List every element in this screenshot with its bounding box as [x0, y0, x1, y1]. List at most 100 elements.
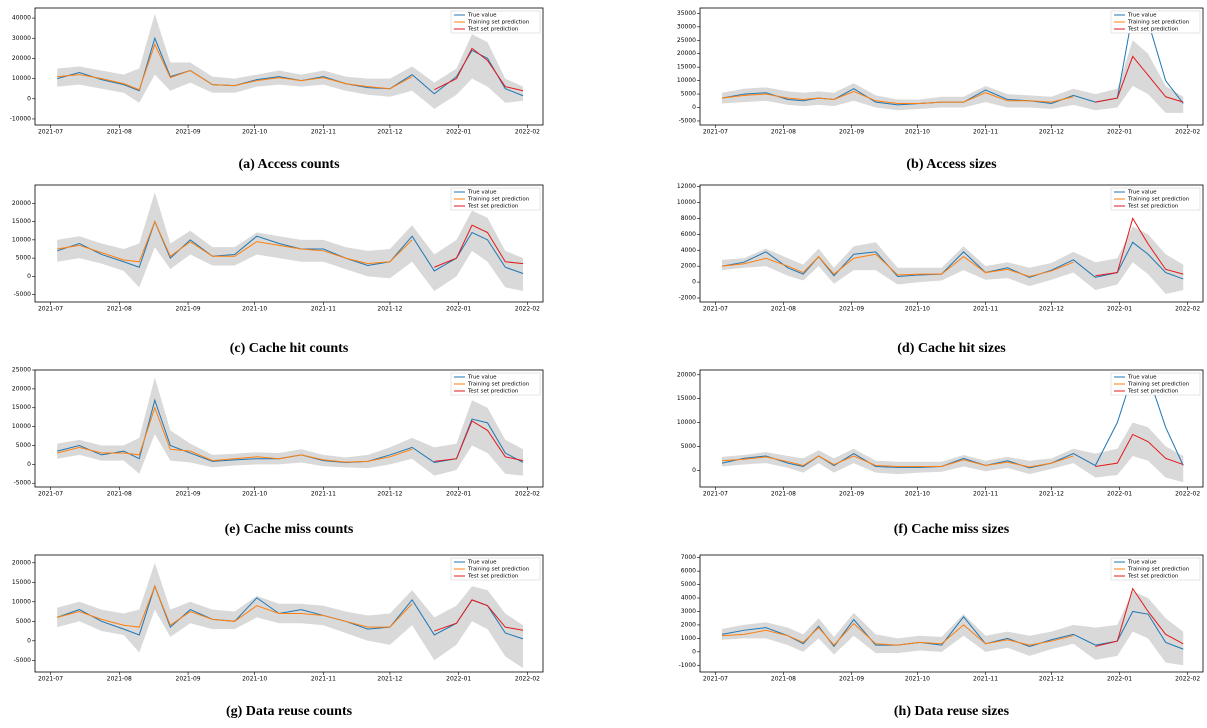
x-tick-label: 2021-07: [703, 676, 728, 683]
x-tick-label: 2022-02: [515, 491, 540, 498]
confidence-band: [57, 192, 524, 292]
legend-label: Test set prediction: [467, 27, 519, 33]
y-tick-label: 0: [692, 279, 696, 286]
x-tick-label: 2022-02: [515, 306, 540, 313]
series-line: [721, 610, 1184, 650]
x-tick-label: 2021-09: [839, 676, 864, 683]
legend-label: Training set prediction: [1127, 20, 1190, 26]
y-tick-label: 10000: [677, 199, 696, 206]
y-tick-label: 10000: [12, 75, 31, 82]
y-tick-label: 5000: [681, 443, 696, 450]
legend-box: [1110, 557, 1201, 581]
series-line: [721, 90, 1074, 104]
y-tick-label: 0: [27, 95, 31, 102]
legend-box: [450, 187, 541, 211]
x-tick-label: 2022-01: [1107, 491, 1132, 498]
legend-label: True value: [1127, 560, 1157, 566]
x-tick-label: 2021-08: [107, 676, 132, 683]
x-tick-label: 2021-09: [176, 676, 201, 683]
x-tick-label: 2021-11: [311, 306, 336, 313]
x-tick-label: 2021-08: [107, 491, 132, 498]
legend-label: Training set prediction: [467, 567, 530, 573]
caption: (a) Access counts: [238, 157, 340, 172]
x-tick-label: 2022-01: [446, 306, 471, 313]
x-tick-label: 2021-12: [377, 491, 402, 498]
legend-label: Test set prediction: [1127, 27, 1179, 33]
confidence-band: [721, 40, 1184, 113]
y-tick-label: 15000: [12, 218, 31, 225]
x-tick-label: 2021-11: [973, 491, 998, 498]
legend-label: True value: [1127, 13, 1157, 19]
legend-label: Test set prediction: [467, 389, 519, 395]
legend-label: Test set prediction: [1127, 574, 1179, 580]
legend-box: [1110, 372, 1201, 396]
confidence-band: [57, 14, 524, 109]
y-tick-label: 5000: [16, 442, 31, 449]
y-tick-label: 15000: [677, 395, 696, 402]
series-line: [721, 374, 1184, 469]
legend-box: [1110, 10, 1201, 34]
y-tick-label: 40000: [12, 15, 31, 22]
plot-frame: [699, 7, 1204, 126]
series-line: [721, 241, 1184, 280]
series-line: [721, 455, 1074, 468]
series-line: [1095, 433, 1184, 467]
y-tick-label: 2000: [681, 263, 696, 270]
y-tick-label: 0: [27, 273, 31, 280]
legend-label: True value: [467, 13, 497, 19]
y-tick-label: 15000: [677, 64, 696, 71]
x-tick-label: 2021-09: [176, 129, 201, 136]
x-tick-label: 2022-01: [446, 129, 471, 136]
x-tick-label: 2021-07: [38, 306, 63, 313]
series-line: [721, 253, 1074, 278]
x-tick-label: 2021-10: [905, 306, 930, 313]
y-tick-label: 20000: [677, 371, 696, 378]
y-tick-label: 15000: [12, 404, 31, 411]
x-tick-label: 2021-10: [905, 491, 930, 498]
x-tick-label: 2021-09: [839, 129, 864, 136]
caption: (b) Access sizes: [906, 157, 997, 172]
y-tick-label: 25000: [677, 37, 696, 44]
y-tick-label: 10000: [12, 236, 31, 243]
y-tick-label: 3000: [681, 608, 696, 615]
legend-label: Training set prediction: [467, 382, 530, 388]
x-tick-label: 2022-01: [1107, 306, 1132, 313]
x-tick-label: 2022-02: [1175, 306, 1200, 313]
x-tick-label: 2021-07: [38, 491, 63, 498]
x-tick-label: 2021-10: [242, 306, 267, 313]
y-tick-label: 0: [692, 104, 696, 111]
x-tick-label: 2021-10: [242, 129, 267, 136]
y-tick-label: 20000: [12, 385, 31, 392]
x-tick-label: 2021-11: [973, 676, 998, 683]
confidence-band: [721, 226, 1184, 295]
legend-label: True value: [467, 560, 497, 566]
legend-label: Training set prediction: [1127, 197, 1190, 203]
caption: (d) Cache hit sizes: [897, 341, 1006, 356]
plot-frame: [34, 7, 544, 126]
x-tick-label: 2022-01: [1107, 129, 1132, 136]
series-line: [434, 47, 524, 92]
y-tick-label: 20000: [12, 200, 31, 207]
x-tick-label: 2021-11: [311, 676, 336, 683]
x-tick-label: 2021-12: [1039, 491, 1064, 498]
y-tick-label: 5000: [16, 255, 31, 262]
x-tick-label: 2022-01: [1107, 676, 1132, 683]
y-tick-label: 6000: [681, 568, 696, 575]
legend-label: Training set prediction: [1127, 567, 1190, 573]
y-tick-label: 5000: [16, 618, 31, 625]
y-tick-label: 20000: [12, 55, 31, 62]
y-tick-label: 0: [692, 648, 696, 655]
x-tick-label: 2021-09: [176, 491, 201, 498]
x-tick-label: 2021-12: [1039, 306, 1064, 313]
legend-box: [450, 10, 541, 34]
y-tick-label: 10000: [677, 77, 696, 84]
x-tick-label: 2022-02: [1175, 491, 1200, 498]
y-tick-label: 10000: [12, 423, 31, 430]
plot-frame: [699, 554, 1204, 673]
y-tick-label: 0: [692, 467, 696, 474]
x-tick-label: 2021-12: [377, 129, 402, 136]
y-tick-label: -5000: [14, 657, 32, 664]
x-tick-label: 2022-02: [515, 676, 540, 683]
legend-label: Test set prediction: [467, 574, 519, 580]
